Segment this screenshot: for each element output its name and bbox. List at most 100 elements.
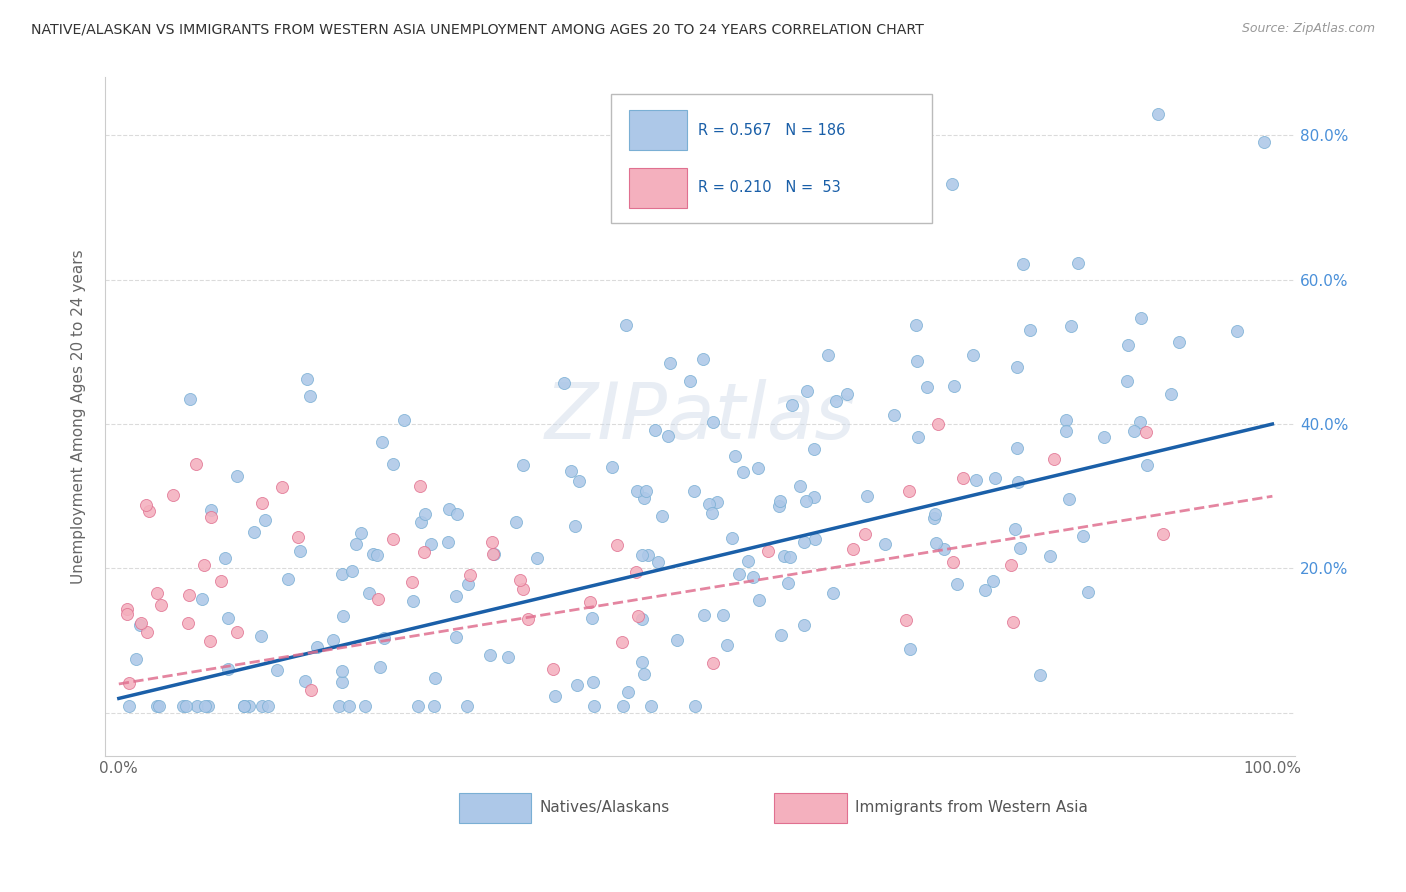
Point (115, 607, 138, 621)
Point (776, 576, 799, 591)
Point (150, 598, 173, 612)
Point (779, 549, 801, 564)
Y-axis label: Unemployment Among Ages 20 to 24 years: Unemployment Among Ages 20 to 24 years (72, 250, 86, 584)
Text: ZIPatlas: ZIPatlas (544, 379, 856, 455)
Point (631, 548, 654, 562)
Point (125, 652, 148, 666)
Point (1115, 374, 1137, 388)
Point (657, 429, 679, 443)
Point (1054, 425, 1077, 439)
Point (1118, 338, 1140, 352)
Point (631, 655, 654, 669)
Point (568, 474, 591, 488)
Point (747, 461, 769, 475)
Point (733, 466, 755, 480)
Point (117, 698, 139, 713)
Point (481, 535, 503, 549)
Point (723, 449, 745, 463)
Point (894, 613, 917, 627)
Point (803, 490, 825, 504)
Point (250, 496, 273, 510)
Point (756, 544, 779, 558)
Point (446, 507, 468, 521)
Point (981, 574, 1004, 588)
Point (186, 457, 208, 471)
Point (179, 588, 201, 602)
Point (1067, 256, 1090, 270)
Point (366, 548, 388, 562)
Point (962, 348, 984, 362)
Point (780, 398, 803, 412)
Point (409, 479, 432, 493)
Point (720, 531, 742, 545)
Point (600, 460, 623, 475)
Point (1000, 558, 1022, 572)
Point (146, 698, 169, 713)
Point (328, 698, 350, 713)
Point (659, 356, 682, 370)
Point (1226, 325, 1249, 339)
Text: Natives/Alaskans: Natives/Alaskans (540, 800, 669, 815)
Point (651, 508, 673, 523)
Point (233, 698, 256, 713)
Point (373, 631, 395, 645)
Point (553, 376, 575, 391)
Point (965, 473, 987, 487)
Point (294, 673, 316, 688)
Point (582, 675, 605, 690)
Point (128, 618, 150, 632)
Point (138, 504, 160, 518)
Point (904, 318, 927, 332)
Point (367, 592, 389, 607)
Point (917, 380, 939, 394)
Point (1152, 527, 1174, 541)
Point (1147, 106, 1170, 120)
Point (478, 648, 501, 663)
Point (1029, 668, 1052, 682)
Point (456, 698, 478, 713)
Point (697, 497, 720, 511)
Point (330, 674, 353, 689)
Point (631, 612, 654, 626)
Point (191, 591, 214, 606)
Point (402, 594, 425, 608)
Point (136, 625, 159, 640)
Point (565, 678, 588, 692)
Point (606, 538, 628, 552)
Point (633, 667, 655, 681)
Point (640, 698, 662, 713)
Point (541, 662, 564, 676)
Point (793, 618, 815, 632)
Point (444, 630, 467, 644)
Point (644, 424, 666, 438)
Point (973, 582, 995, 597)
Point (716, 639, 738, 653)
Point (1168, 334, 1191, 349)
Point (952, 471, 974, 485)
Point (943, 379, 966, 393)
Point (1005, 442, 1028, 456)
Point (243, 524, 266, 539)
Point (288, 544, 311, 558)
Point (900, 642, 922, 657)
Point (1008, 541, 1031, 555)
Point (946, 577, 969, 591)
Point (129, 615, 152, 630)
Point (727, 566, 749, 581)
Point (135, 498, 157, 512)
Point (148, 698, 170, 713)
Point (679, 375, 702, 389)
Point (115, 602, 138, 616)
Point (423, 671, 446, 685)
Point (1071, 528, 1094, 542)
Point (512, 582, 534, 596)
Point (423, 698, 446, 713)
Point (634, 484, 657, 499)
Point (907, 430, 929, 444)
Point (214, 550, 236, 565)
Point (337, 698, 360, 713)
Point (544, 689, 567, 703)
Point (1039, 549, 1062, 563)
Point (254, 513, 277, 527)
Point (250, 629, 273, 643)
